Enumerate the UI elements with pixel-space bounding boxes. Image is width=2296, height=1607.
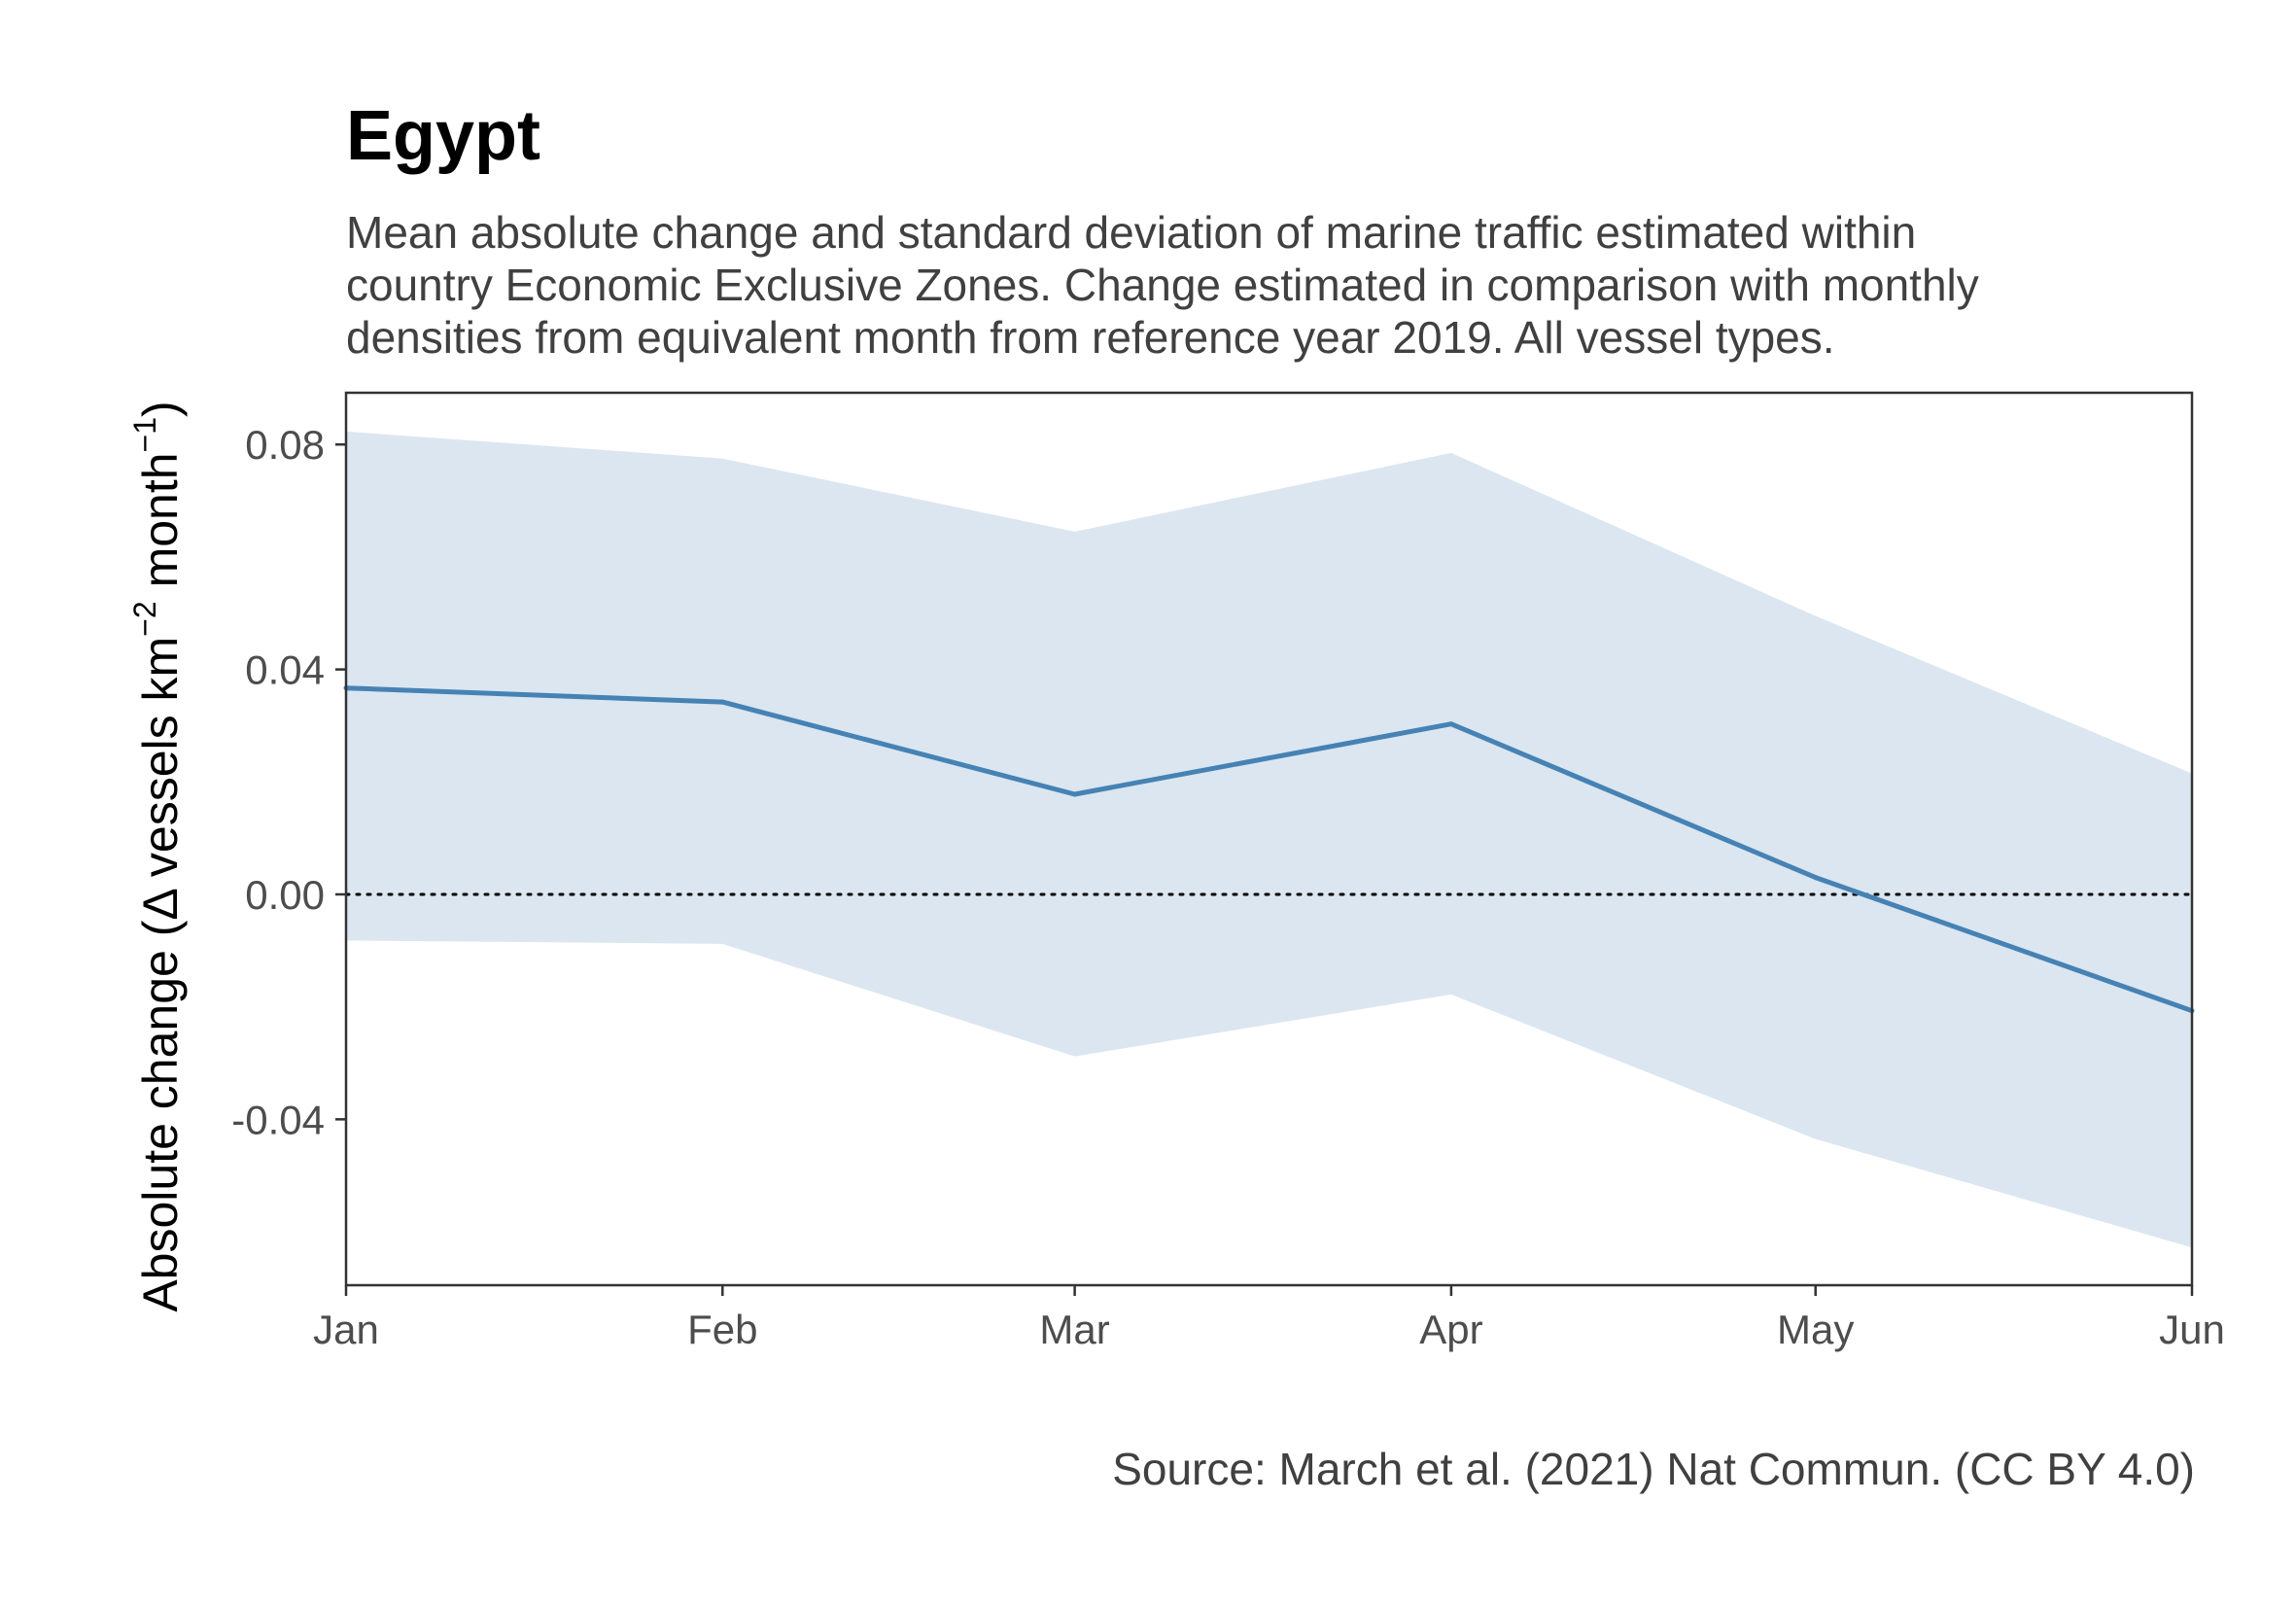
chart-subtitle: Mean absolute change and standard deviat…: [346, 206, 2193, 364]
x-tick-label-may: May: [1777, 1307, 1854, 1352]
mean-point-apr: [1448, 721, 1454, 727]
y-axis-label-suffix: ): [133, 401, 188, 417]
mean-point-mar: [1072, 791, 1078, 797]
subtitle-line-2: country Economic Exclusive Zones. Change…: [346, 260, 1979, 310]
plot-area: [343, 391, 2195, 1287]
x-tick-label-jun: Jun: [2159, 1307, 2225, 1352]
mean-point-may: [1813, 875, 1819, 881]
std-deviation-band: [346, 431, 2192, 1248]
y-axis-label-exponent-2: −1: [127, 417, 162, 452]
y-axis-label-prefix: Absolute change (: [133, 920, 188, 1311]
y-tick-label: 0.00: [245, 872, 325, 918]
x-tick-label-apr: Apr: [1419, 1307, 1482, 1352]
mean-change-line: [345, 685, 2193, 1014]
chart-title: Egypt: [346, 97, 541, 175]
mean-point-feb: [719, 699, 725, 705]
x-axis: Jan Feb Mar Apr May Jun: [313, 1285, 2225, 1352]
y-tick-label: -0.04: [231, 1097, 325, 1142]
x-tick-label-feb: Feb: [687, 1307, 757, 1352]
y-axis-label: Absolute change (Δ vessels km−2 month−1): [127, 401, 188, 1311]
y-tick-label: 0.08: [245, 422, 325, 468]
subtitle-line-3: densities from equivalent month from ref…: [346, 312, 1835, 363]
y-axis: 0.08 0.04 0.00 -0.04: [231, 422, 346, 1142]
x-tick-label-mar: Mar: [1039, 1307, 1109, 1352]
panel-border: [344, 391, 2194, 1287]
chart-caption: Source: March et al. (2021) Nat Commun. …: [1112, 1444, 2195, 1494]
x-tick-label-jan: Jan: [313, 1307, 379, 1352]
y-axis-label-delta: Δ: [133, 890, 188, 921]
y-tick-label: 0.04: [245, 647, 325, 693]
y-axis-label-month: month: [133, 452, 188, 601]
y-axis-label-units: vessels km: [133, 637, 188, 891]
subtitle-line-1: Mean absolute change and standard deviat…: [346, 207, 1917, 258]
y-axis-label-exponent-1: −2: [127, 601, 162, 636]
